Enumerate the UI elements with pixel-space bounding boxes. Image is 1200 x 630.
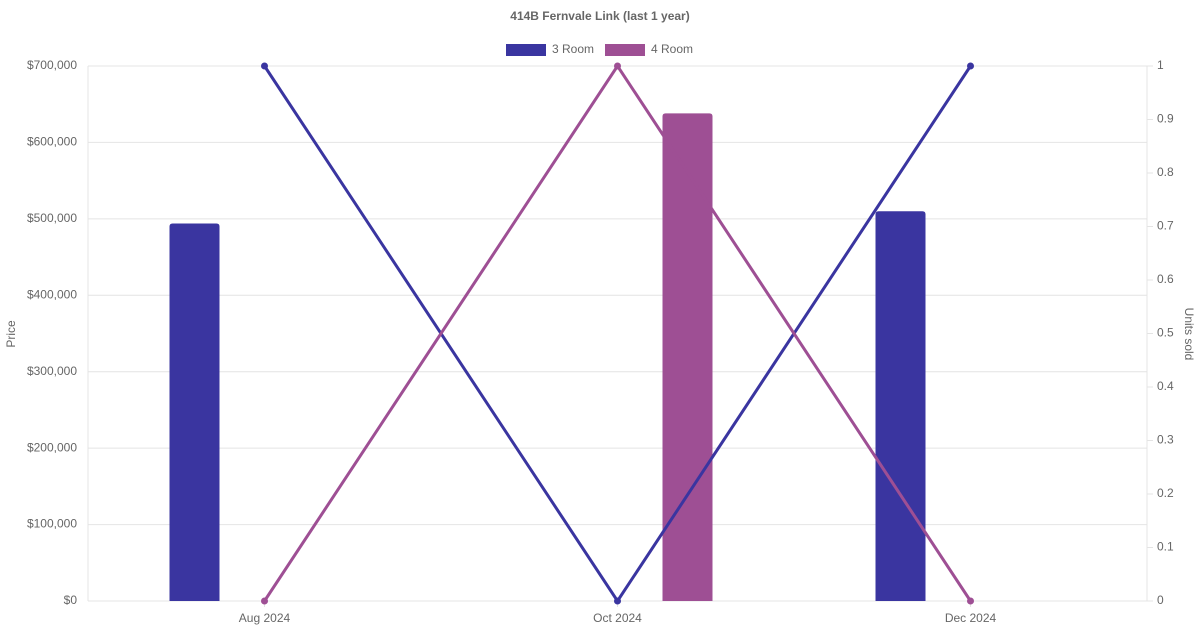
line-point [967, 62, 974, 70]
y-tick-label: $700,000 [27, 58, 77, 72]
y2-tick-label: 0.1 [1157, 540, 1174, 554]
line-point [967, 597, 974, 605]
x-tick-label: Oct 2024 [593, 611, 642, 625]
bar [169, 223, 220, 601]
y2-tick-label: 0.6 [1157, 272, 1174, 286]
x-tick-label: Aug 2024 [239, 611, 291, 625]
line [263, 63, 972, 602]
y-tick-label: $100,000 [27, 517, 77, 531]
line-point [261, 597, 268, 605]
y-tick-label: $500,000 [27, 211, 77, 225]
y2-tick-label: 0.9 [1157, 112, 1174, 126]
line-point [614, 62, 621, 70]
y2-tick-label: 1 [1157, 58, 1164, 72]
legend-label: 4 Room [651, 42, 693, 56]
legend-swatch [506, 44, 546, 56]
y-tick-label: $300,000 [27, 364, 77, 378]
y-tick-label: $0 [64, 593, 78, 607]
y-tick-label: $600,000 [27, 135, 77, 149]
chart-title: 414B Fernvale Link (last 1 year) [510, 9, 689, 23]
y2-tick-label: 0.2 [1157, 486, 1174, 500]
y-tick-label: $400,000 [27, 287, 77, 301]
y2-tick-label: 0.3 [1157, 433, 1174, 447]
y2-axis-title: Units sold [1182, 308, 1196, 361]
legend-label: 3 Room [552, 42, 594, 56]
y-axis-title: Price [4, 320, 18, 348]
line-point [261, 62, 268, 70]
x-tick-label: Dec 2024 [945, 611, 997, 625]
line-point [614, 597, 621, 605]
y-tick-label: $200,000 [27, 440, 77, 454]
bar [662, 113, 713, 601]
y2-tick-label: 0.8 [1157, 165, 1174, 179]
bar [875, 211, 926, 601]
legend-swatch [605, 44, 645, 56]
y2-tick-label: 0.4 [1157, 379, 1174, 393]
y2-tick-label: 0 [1157, 593, 1164, 607]
line [263, 65, 972, 604]
y2-tick-label: 0.5 [1157, 326, 1174, 340]
y2-tick-label: 0.7 [1157, 219, 1174, 233]
